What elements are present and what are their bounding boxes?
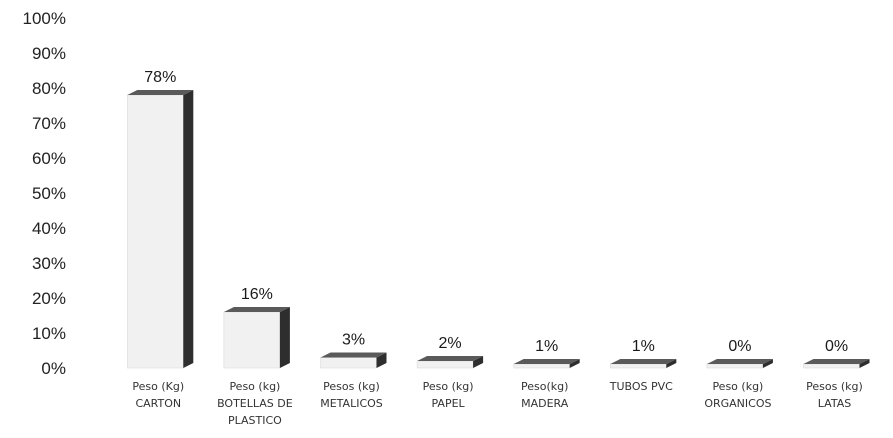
x-tick-label: Pesos (kg) LATAS bbox=[806, 380, 863, 410]
bar-side bbox=[666, 359, 677, 368]
bar-side bbox=[473, 356, 484, 368]
bar bbox=[803, 359, 870, 369]
bar-top bbox=[513, 359, 580, 364]
bar-front bbox=[416, 360, 474, 369]
y-tick-label: 60% bbox=[32, 149, 66, 168]
y-tick-label: 30% bbox=[32, 254, 66, 273]
bar-front bbox=[513, 363, 570, 369]
y-axis: 0% 10% 20% 30% 40% 50% 60% 70% 80% 90% 100% bbox=[23, 9, 66, 378]
bar-top bbox=[417, 356, 484, 361]
y-tick-label: 10% bbox=[32, 324, 66, 343]
bar bbox=[513, 359, 580, 369]
bar-side bbox=[376, 352, 387, 368]
bar-top bbox=[127, 90, 194, 95]
data-label: 1% bbox=[632, 338, 655, 355]
bar bbox=[127, 90, 194, 369]
bar bbox=[610, 359, 677, 369]
y-tick-label: 70% bbox=[32, 114, 66, 133]
bar-front bbox=[127, 94, 184, 369]
bar-front bbox=[706, 363, 764, 369]
data-label: 0% bbox=[728, 338, 751, 355]
y-tick-label: 50% bbox=[32, 184, 66, 203]
x-tick-label: Pesos (kg) METALICOS bbox=[320, 380, 383, 410]
data-label: 2% bbox=[439, 335, 462, 352]
bar-side bbox=[183, 90, 194, 368]
bar-front bbox=[610, 363, 667, 369]
bar-side bbox=[762, 359, 773, 368]
y-tick-label: 100% bbox=[23, 9, 66, 28]
y-tick-label: 40% bbox=[32, 219, 66, 238]
x-tick-label: Peso(kg) MADERA bbox=[521, 380, 569, 410]
data-label: 1% bbox=[535, 338, 558, 355]
data-labels: 78% 16% 3% 2% 1% 1% 0% 0% bbox=[144, 69, 848, 355]
bars bbox=[127, 90, 870, 369]
data-label: 3% bbox=[342, 332, 365, 349]
bar bbox=[223, 307, 290, 369]
bar bbox=[416, 356, 484, 369]
data-label: 78% bbox=[144, 69, 176, 86]
x-tick-label: Peso (kg) ORGANICOS bbox=[704, 380, 771, 410]
bar-side bbox=[279, 307, 290, 368]
bar bbox=[320, 352, 387, 369]
bar-top bbox=[320, 352, 387, 358]
x-axis: Peso (Kg) CARTON Peso (kg) BOTELLAS DE PLAST… bbox=[132, 380, 862, 427]
bar-top bbox=[803, 359, 870, 364]
x-tick-label: Peso (Kg) CARTON bbox=[132, 380, 184, 410]
bar-side bbox=[859, 359, 870, 368]
bar-top bbox=[610, 359, 677, 364]
x-tick-label: Peso (kg) PAPEL bbox=[423, 380, 474, 410]
bar-top bbox=[223, 307, 290, 312]
bar-side bbox=[569, 359, 580, 368]
bar-front bbox=[803, 363, 860, 369]
data-label: 0% bbox=[825, 338, 848, 355]
x-tick-label: TUBOS PVC bbox=[609, 380, 673, 393]
x-tick-label: Peso (kg) BOTELLAS DE PLASTICO bbox=[217, 380, 293, 427]
bar-top bbox=[706, 359, 773, 364]
y-tick-label: 0% bbox=[41, 359, 66, 378]
y-tick-label: 20% bbox=[32, 289, 66, 308]
bar-front bbox=[223, 311, 281, 369]
bar-front bbox=[320, 357, 377, 369]
bar bbox=[706, 359, 773, 369]
y-tick-label: 80% bbox=[32, 79, 66, 98]
y-tick-label: 90% bbox=[32, 44, 66, 63]
data-label: 16% bbox=[241, 286, 273, 303]
